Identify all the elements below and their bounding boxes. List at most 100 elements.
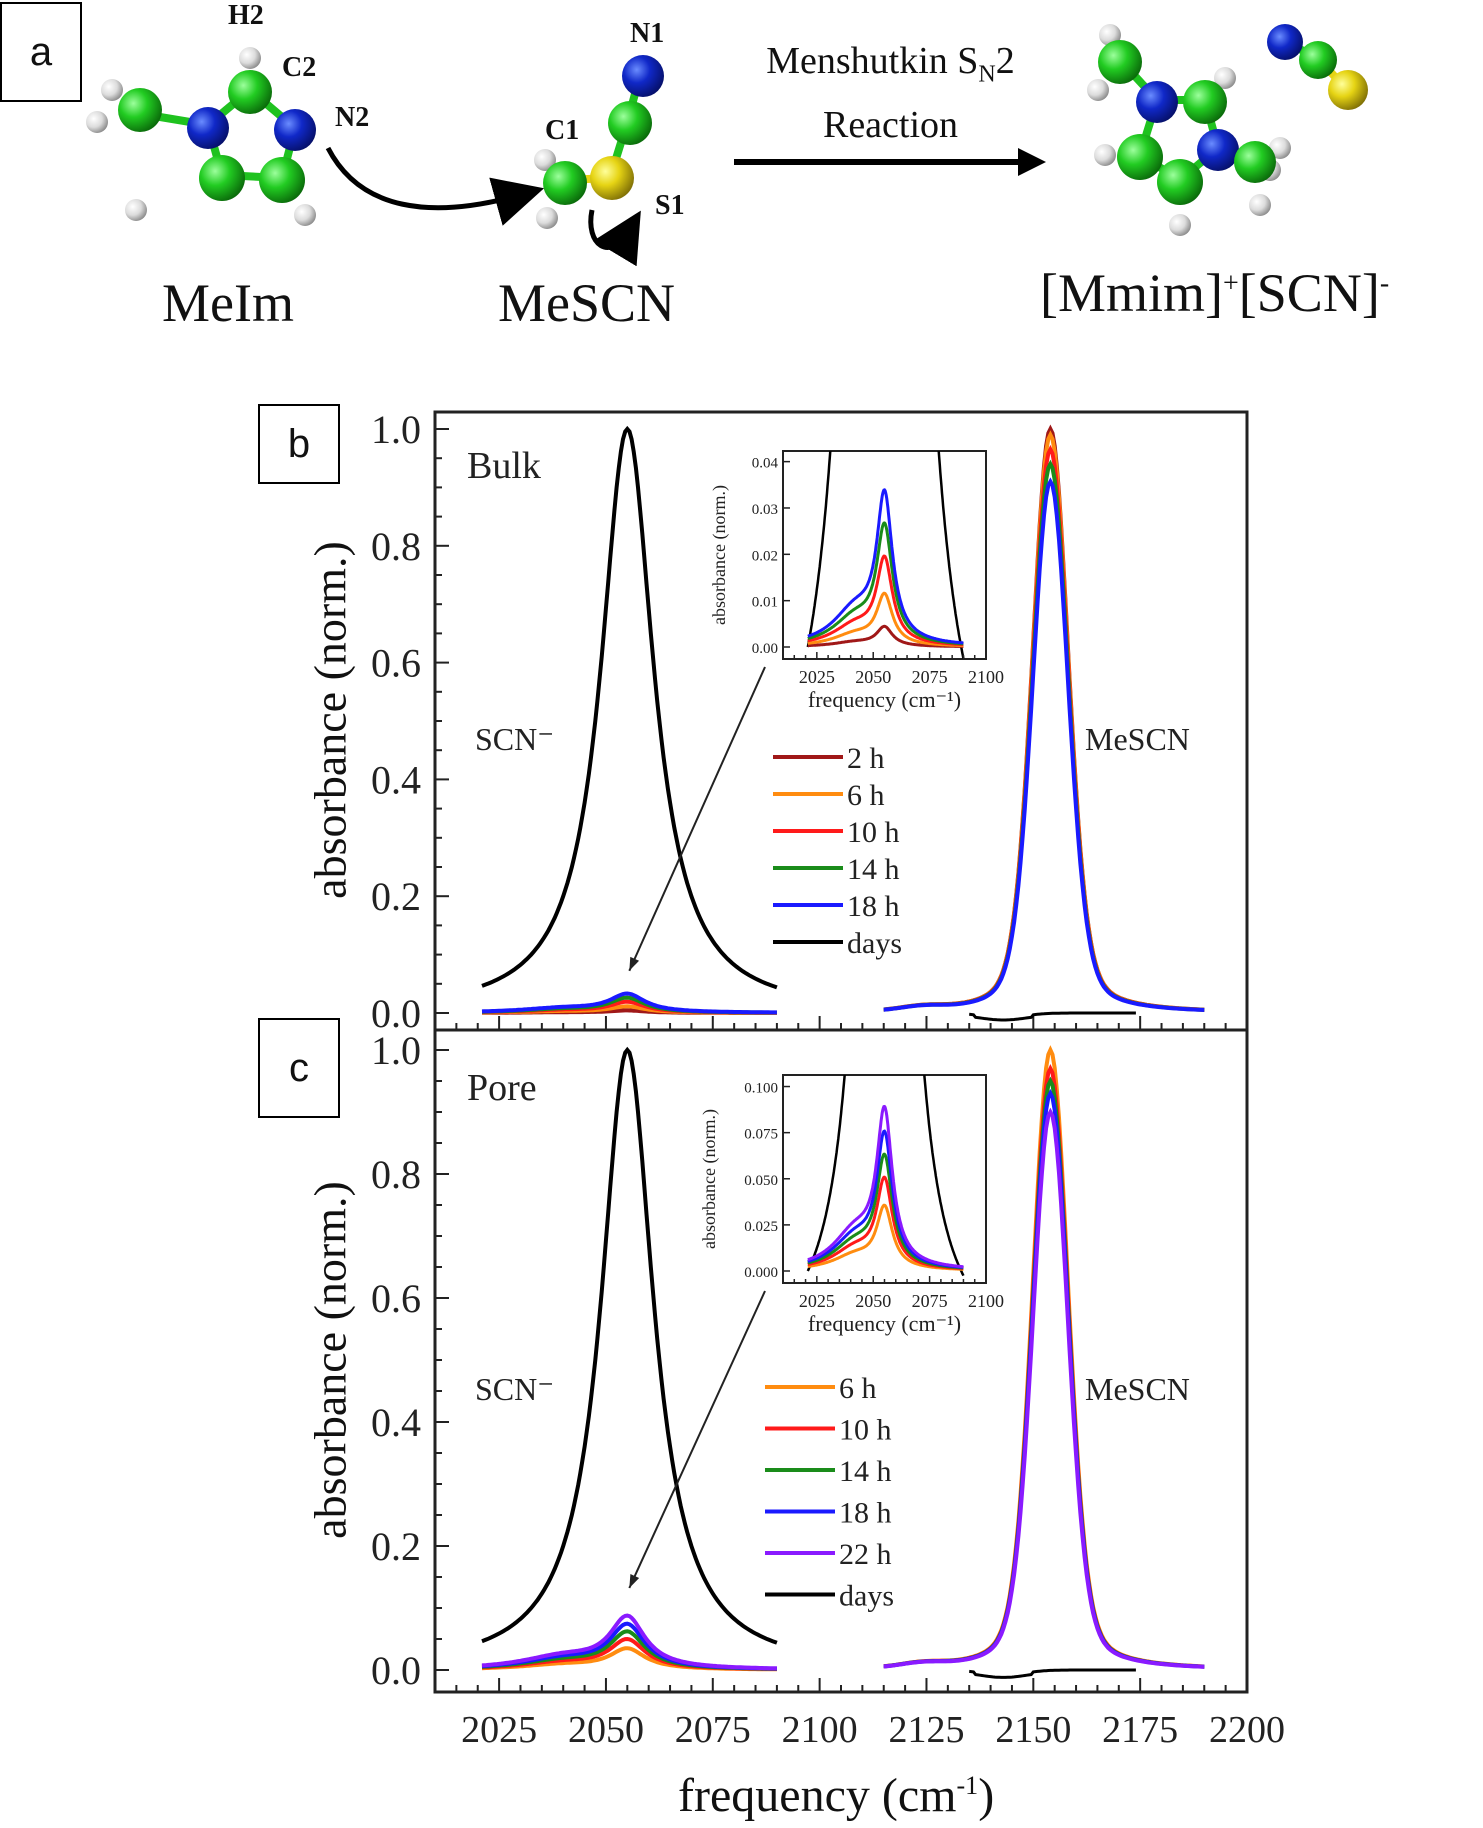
x-axis-title-close: ): [978, 1769, 995, 1822]
atom-label-h2: H2: [228, 0, 264, 31]
inset-zoom-arrowhead: [629, 1574, 640, 1588]
inset-zoom-arrow: [628, 1290, 766, 1589]
peak-label-scn: SCN⁻: [475, 1371, 554, 1407]
legend-label: 14 h: [839, 1455, 892, 1488]
atom-carbon: [1234, 141, 1276, 183]
sample-annotation: Bulk: [467, 445, 541, 487]
atom-label-n1: N1: [630, 18, 665, 49]
reaction-name-suffix: 2: [995, 40, 1015, 82]
atom-carbon: [1117, 134, 1163, 180]
reaction-name-subscript: N: [978, 61, 996, 88]
series-days-scn-curve: [481, 1046, 778, 1645]
atom-h: [1094, 144, 1116, 166]
chart-panel-c: 0.0 0.2 0.4 0.6 0.8 1.0 2025 2050 2075 2100 2125 21…: [371, 1028, 1285, 1751]
series-days-scn-curve: [481, 425, 778, 990]
panel-a-text: a: [29, 29, 53, 74]
series-22h-scn-curve: [481, 1613, 777, 1671]
legend-label: 2 h: [847, 742, 885, 775]
y-tick-label: 0.0: [371, 991, 421, 1036]
inset-y-tick-label: 0.050: [744, 1173, 778, 1189]
y-tick-label: 1.0: [371, 1028, 421, 1073]
atom-carbon: [199, 155, 245, 201]
chart-panel-b: 0.0 0.2 0.4 0.6 0.8 1.0 Bulk SCN⁻ MeSCN 2 h 6 h 10 …: [371, 407, 1249, 1036]
legend-label: days: [847, 927, 902, 960]
inset-x-tick-label: 2100: [968, 1291, 1004, 1311]
x-axis-title-text: frequency (cm: [678, 1769, 957, 1822]
x-axis-title: frequency (cm-1): [678, 1768, 994, 1823]
legend-label: days: [839, 1580, 894, 1613]
inset-y-tick-label: 0.075: [744, 1127, 778, 1143]
leaving-group-arrow: [588, 209, 641, 267]
atom-sulfur: [1328, 70, 1368, 110]
atom-h: [239, 47, 261, 69]
atom-h: [1249, 194, 1271, 216]
legend-label: 14 h: [847, 853, 900, 886]
nucleophilic-attack-arrow: [325, 146, 545, 226]
x-tick-label: 2100: [782, 1709, 858, 1751]
atom-carbon: [228, 70, 272, 114]
peak-label-scn: SCN⁻: [475, 721, 554, 757]
series-days-mescn-curve: [969, 1011, 1136, 1022]
panel-b-text: b: [287, 421, 311, 466]
atom-carbon: [608, 101, 652, 145]
atom-h: [1269, 137, 1291, 159]
y-tick-label: 0.6: [371, 641, 421, 686]
panel-label-c: c: [258, 1018, 340, 1118]
atom-label-n2: N2: [335, 102, 370, 133]
inset-x-tick-label: 2075: [912, 667, 948, 687]
inset-y-tick-label: 0.02: [752, 548, 778, 564]
x-tick-label: 2125: [888, 1709, 964, 1751]
reactant2-name: MeSCN: [498, 273, 676, 333]
inset-x-tick-label: 2025: [799, 1291, 835, 1311]
y-tick-label: 0.2: [371, 1524, 421, 1569]
legend-label: 18 h: [847, 890, 900, 923]
inset-series-curve: [807, 521, 964, 646]
y-tick-label: 1.0: [371, 407, 421, 452]
atom-carbon: [259, 157, 305, 203]
y-tick-label: 0.2: [371, 874, 421, 919]
atom-h: [534, 149, 556, 171]
inset-y-tick-label: 0.04: [752, 456, 779, 472]
atom-nitrogen: [187, 107, 229, 149]
scn-anion-molecule: [1267, 24, 1368, 110]
legend-label: 6 h: [847, 779, 885, 812]
atom-nitrogen: [1136, 81, 1178, 123]
y-tick-label: 0.8: [371, 524, 421, 569]
atom-nitrogen: [1197, 129, 1239, 171]
product-cation-charge: +: [1223, 268, 1239, 299]
x-tick-label: 2150: [995, 1709, 1071, 1751]
inset-y-axis-title: absorbance (norm.): [709, 485, 730, 625]
meim-molecule: [86, 47, 316, 226]
atom-h: [1087, 79, 1109, 101]
inset-y-tick-label: 0.100: [744, 1081, 778, 1097]
inset-chart: 2025 2050 2075 2100 0.000 0.025 0.050 0.075 0.10…: [699, 1074, 1004, 1336]
reaction-name-prefix: Menshutkin S: [766, 40, 979, 82]
atom-h: [86, 111, 108, 133]
reaction-name-line1: Menshutkin SN2: [718, 36, 1063, 100]
inset-series-curve: [807, 624, 964, 648]
panel-c-y-axis-title: absorbance (norm.): [304, 1181, 356, 1539]
inset-x-tick-label: 2100: [968, 667, 1004, 687]
panel-label-b: b: [258, 404, 340, 484]
product-anion-text: [SCN]: [1238, 263, 1380, 323]
inset-y-tick-label: 0.03: [752, 502, 778, 518]
atom-carbon: [1157, 159, 1203, 205]
inset-y-axis-title: absorbance (norm.): [699, 1109, 720, 1249]
atom-nitrogen: [622, 55, 664, 97]
inset-y-tick-label: 0.000: [744, 1265, 778, 1281]
product-name: [Mmim]+[SCN]-: [1040, 262, 1389, 324]
inset-series-curve: [807, 488, 964, 645]
atom-h: [1169, 214, 1191, 236]
legend-label: 10 h: [847, 816, 900, 849]
atom-carbon: [1183, 80, 1227, 124]
inset-curves: [806, 1075, 965, 1277]
inset-curves: [806, 451, 965, 659]
x-tick-label: 2025: [461, 1709, 537, 1751]
atom-h: [125, 199, 147, 221]
series-days-mescn-curve: [969, 1668, 1136, 1679]
inset-x-tick-label: 2050: [855, 1291, 891, 1311]
inset-series-curve: [807, 1104, 964, 1269]
y-tick-label: 0.6: [371, 1276, 421, 1321]
atom-nitrogen: [1267, 24, 1303, 60]
inset-x-tick-label: 2025: [799, 667, 835, 687]
